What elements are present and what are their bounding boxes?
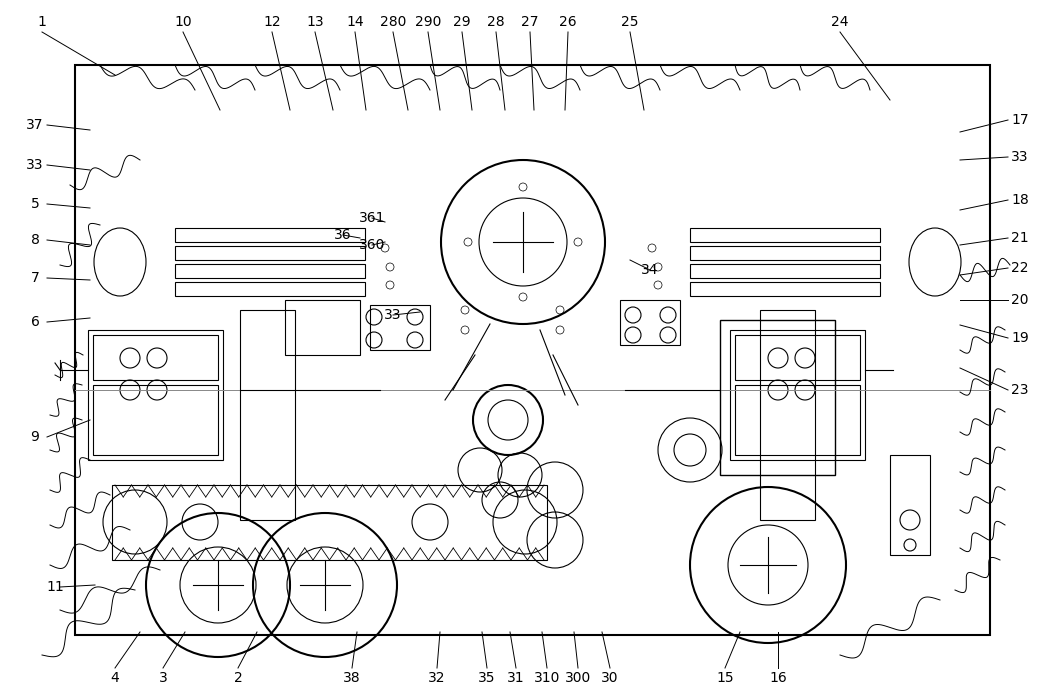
Text: 280: 280 — [380, 15, 406, 29]
Text: 361: 361 — [359, 211, 385, 225]
Text: 31: 31 — [507, 671, 525, 685]
Text: 16: 16 — [769, 671, 786, 685]
Text: 34: 34 — [642, 263, 658, 277]
Text: 25: 25 — [622, 15, 638, 29]
Text: 30: 30 — [602, 671, 618, 685]
Text: 33: 33 — [384, 308, 402, 322]
Text: 38: 38 — [343, 671, 361, 685]
Text: 15: 15 — [716, 671, 734, 685]
Text: 10: 10 — [174, 15, 192, 29]
Text: 310: 310 — [533, 671, 561, 685]
Text: 1: 1 — [38, 15, 46, 29]
Text: 290: 290 — [415, 15, 441, 29]
Text: 27: 27 — [521, 15, 539, 29]
Text: 9: 9 — [30, 430, 40, 444]
Text: 21: 21 — [1011, 231, 1029, 245]
Text: 12: 12 — [264, 15, 280, 29]
Text: 4: 4 — [110, 671, 120, 685]
Text: 17: 17 — [1011, 113, 1029, 127]
Text: 7: 7 — [30, 271, 40, 285]
Text: 8: 8 — [30, 233, 40, 247]
Text: 29: 29 — [454, 15, 470, 29]
Text: 24: 24 — [832, 15, 848, 29]
Text: 360: 360 — [359, 238, 385, 252]
Text: 6: 6 — [30, 315, 40, 329]
Text: 2: 2 — [233, 671, 243, 685]
Text: 36: 36 — [334, 228, 352, 242]
Text: 18: 18 — [1011, 193, 1029, 207]
Text: 33: 33 — [26, 158, 44, 172]
Text: 23: 23 — [1011, 383, 1029, 397]
Text: 19: 19 — [1011, 331, 1029, 345]
Text: 35: 35 — [478, 671, 496, 685]
Text: 28: 28 — [487, 15, 505, 29]
Text: 14: 14 — [346, 15, 363, 29]
Text: 37: 37 — [26, 118, 44, 132]
Text: 22: 22 — [1011, 261, 1029, 275]
Text: 5: 5 — [30, 197, 40, 211]
Text: 26: 26 — [560, 15, 576, 29]
Text: 33: 33 — [1011, 150, 1029, 164]
Text: 11: 11 — [46, 580, 64, 594]
Text: 3: 3 — [159, 671, 167, 685]
Text: 32: 32 — [428, 671, 446, 685]
Text: 300: 300 — [565, 671, 591, 685]
Text: 13: 13 — [307, 15, 323, 29]
Text: 20: 20 — [1011, 293, 1029, 307]
